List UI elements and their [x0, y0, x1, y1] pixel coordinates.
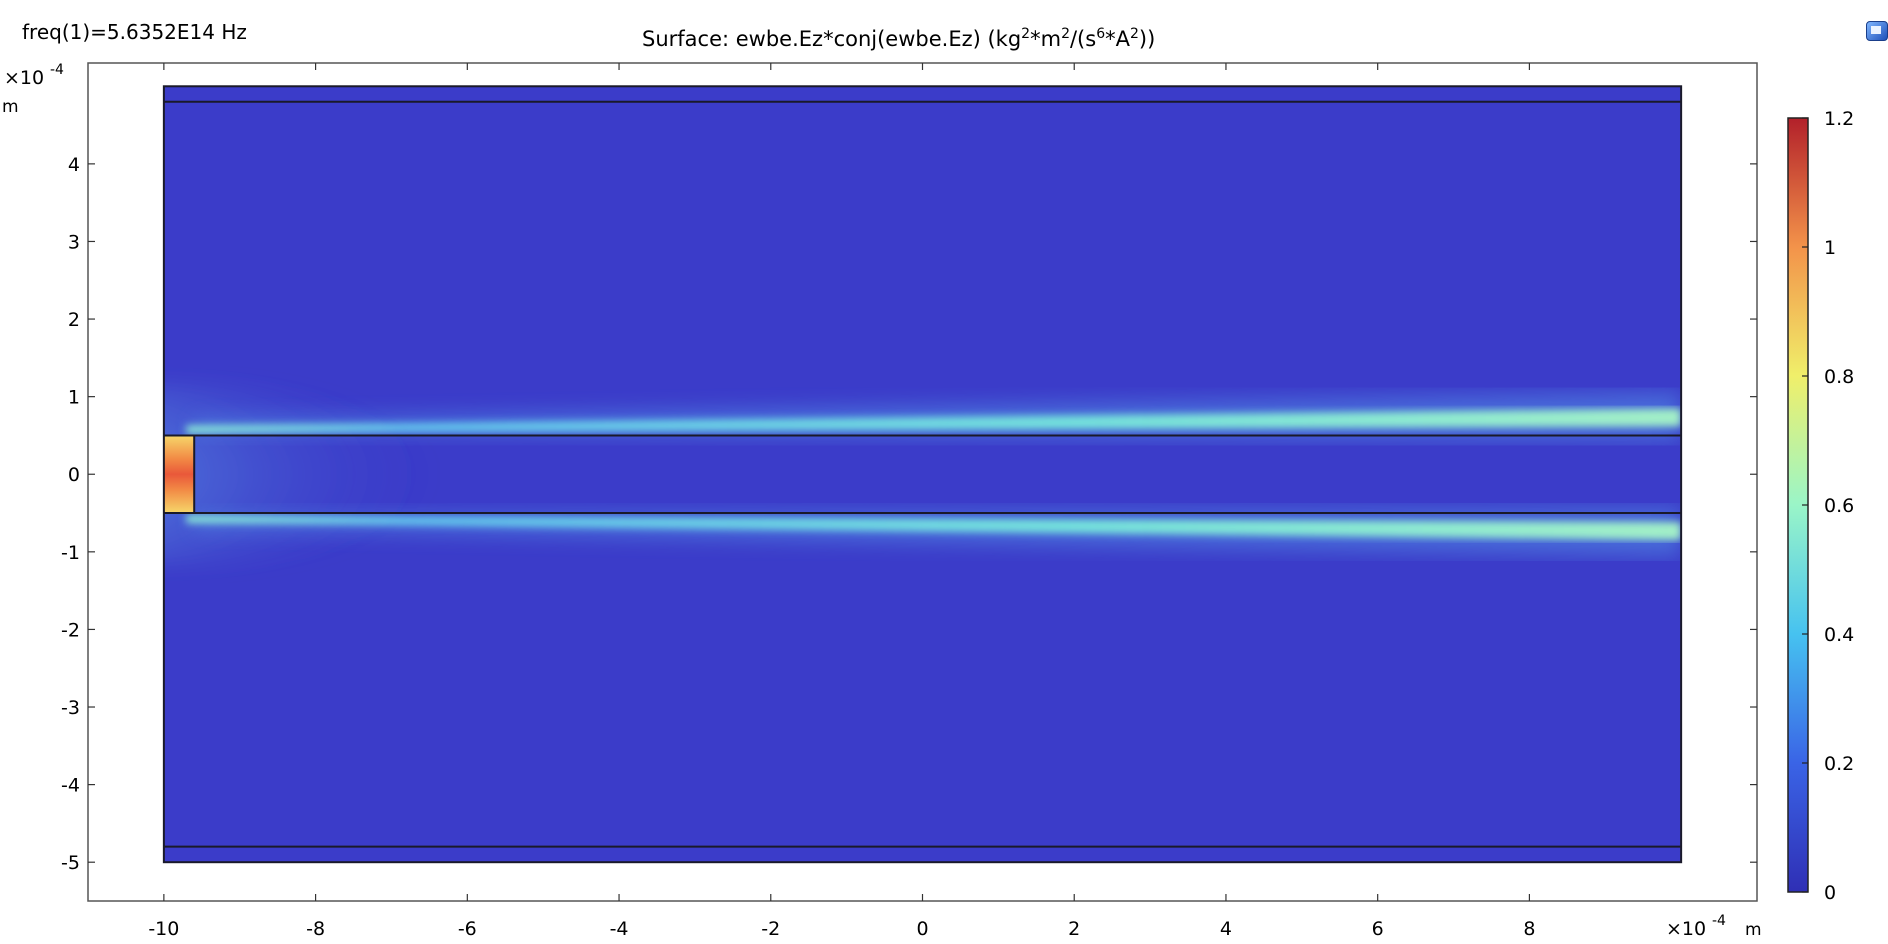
beam-core	[186, 514, 1682, 541]
x-axis-multiplier: ×10	[1666, 918, 1706, 940]
x-tick-label: -2	[761, 918, 780, 940]
y-tick-label: 1	[68, 387, 80, 409]
y-tick-label: 2	[68, 309, 80, 331]
x-tick-label: -4	[610, 918, 629, 940]
colorbar-tick-label: 1	[1824, 237, 1836, 259]
x-tick-label: -10	[148, 918, 179, 940]
y-tick-label: -1	[61, 542, 80, 564]
colorbar-tick-label: 0	[1824, 882, 1836, 904]
plot-title: Surface: ewbe.Ez*conj(ewbe.Ez) (kg2*m2/(…	[642, 26, 1156, 51]
x-tick-label: -8	[306, 918, 325, 940]
colorbar-tick-label: 0.8	[1824, 366, 1854, 388]
y-axis-multiplier: ×10	[4, 67, 44, 89]
y-tick-label: -4	[61, 775, 80, 797]
colorbar-tick-label: 1.2	[1824, 108, 1854, 130]
x-tick-label: 4	[1220, 918, 1232, 940]
x-axis-multiplier-exp: -4	[1712, 913, 1726, 929]
y-tick-label: -2	[61, 619, 80, 641]
colorbar-tick-label: 0.4	[1824, 624, 1854, 646]
domain-border	[162, 85, 1683, 864]
frequency-label: freq(1)=5.6352E14 Hz	[22, 20, 247, 44]
y-tick-label: -5	[61, 852, 80, 874]
source-block	[163, 435, 195, 514]
y-tick-label: 0	[68, 464, 80, 486]
x-axis-unit: m	[1745, 920, 1762, 940]
colorbar-tick-label: 0.6	[1824, 495, 1854, 517]
x-tick-label: 2	[1068, 918, 1080, 940]
y-tick-label: 3	[68, 231, 80, 253]
y-axis-multiplier-exp: -4	[50, 62, 64, 78]
y-tick-label: 4	[68, 154, 80, 176]
colorbar-tick-label: 0.2	[1824, 753, 1854, 775]
x-tick-label: 0	[916, 918, 928, 940]
beam-core	[186, 408, 1682, 434]
y-axis-unit: m	[2, 97, 19, 117]
x-tick-label: -6	[458, 918, 477, 940]
y-tick-label: -3	[61, 697, 80, 719]
x-tick-label: 8	[1523, 918, 1535, 940]
x-tick-label: 6	[1372, 918, 1384, 940]
